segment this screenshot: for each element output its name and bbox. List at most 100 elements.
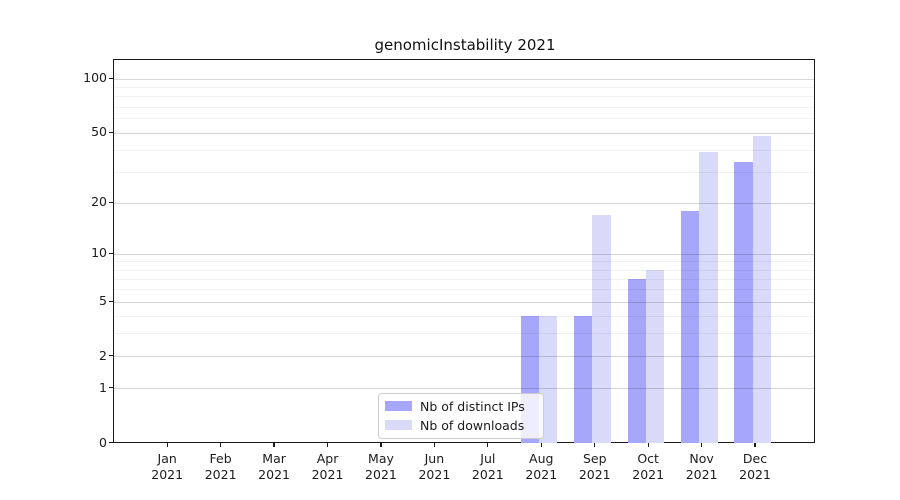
x-tick-year: 2021 — [418, 466, 451, 482]
bar-ips-sep — [574, 315, 593, 443]
y-tick-mark-0 — [108, 441, 114, 444]
y-tick-label-0: 0 — [99, 434, 107, 450]
y-tick-label-100: 100 — [83, 70, 107, 86]
x-tick-mark-mar — [273, 442, 275, 447]
legend-label-downloads: Nb of downloads — [420, 417, 525, 433]
minor-gridline-70 — [114, 106, 814, 108]
y-tick-mark-100 — [108, 77, 114, 79]
gridline-20 — [114, 202, 814, 204]
x-tick-mark-dec — [754, 442, 756, 447]
x-tick-label-sep: Sep 2021 — [563, 451, 627, 482]
minor-gridline-8 — [114, 269, 814, 271]
y-tick-label-20: 20 — [91, 194, 107, 210]
legend-item-distinct-ips: Nb of distinct IPs — [385, 399, 535, 414]
x-tick-mark-jul — [487, 442, 489, 447]
x-tick-month: Jun — [424, 451, 445, 466]
x-tick-label-apr: Apr 2021 — [296, 451, 360, 482]
x-tick-label-jul: Jul 2021 — [456, 451, 520, 482]
bar-ips-oct — [627, 278, 646, 443]
bar-downloads-oct — [645, 269, 665, 443]
x-tick-year: 2021 — [739, 466, 771, 482]
gridline-1 — [114, 388, 814, 390]
x-tick-mark-jan — [166, 442, 168, 447]
legend-swatch-distinct-ips — [385, 401, 412, 411]
x-tick-month: Apr — [316, 451, 339, 466]
gridline-2 — [114, 356, 814, 358]
y-tick-label-10: 10 — [91, 245, 107, 261]
minor-gridline-6 — [114, 289, 814, 291]
x-tick-label-oct: Oct 2021 — [616, 451, 680, 482]
minor-gridline-3 — [114, 333, 814, 335]
x-tick-month: Sep — [582, 451, 607, 466]
x-tick-label-nov: Nov 2021 — [670, 451, 734, 482]
x-tick-month: May — [368, 451, 394, 466]
x-tick-year: 2021 — [151, 466, 184, 482]
x-tick-year: 2021 — [365, 466, 397, 482]
y-tick-mark-50 — [108, 131, 114, 133]
x-tick-mark-jun — [433, 442, 435, 447]
x-tick-year: 2021 — [258, 466, 290, 482]
y-tick-label-50: 50 — [91, 124, 107, 140]
bar-ips-dec — [734, 162, 753, 443]
x-tick-label-jan: Jan 2021 — [135, 451, 199, 482]
x-tick-mark-feb — [220, 442, 222, 447]
x-tick-label-may: May 2021 — [349, 451, 413, 482]
y-tick-mark-20 — [108, 201, 114, 203]
x-tick-mark-nov — [701, 442, 703, 447]
minor-gridline-30 — [114, 171, 814, 173]
bar-downloads-dec — [752, 135, 772, 443]
x-tick-month: Aug — [529, 451, 554, 466]
x-tick-year: 2021 — [204, 466, 237, 482]
gridline-100 — [114, 78, 814, 80]
x-tick-month: Nov — [689, 451, 714, 466]
y-tick-mark-10 — [108, 252, 114, 254]
x-tick-year: 2021 — [525, 466, 558, 482]
legend: Nb of distinct IPs Nb of downloads — [378, 392, 544, 439]
bar-downloads-sep — [592, 214, 611, 443]
x-tick-month: Jan — [157, 451, 177, 466]
x-tick-month: Mar — [262, 451, 286, 466]
x-tick-label-jun: Jun 2021 — [402, 451, 466, 482]
x-tick-mark-aug — [540, 442, 542, 447]
chart-title: genomicInstability 2021 — [374, 36, 556, 54]
x-tick-year: 2021 — [685, 466, 718, 482]
minor-gridline-90 — [114, 86, 814, 88]
y-tick-label-2: 2 — [99, 347, 107, 363]
bar-ips-nov — [680, 210, 700, 443]
x-tick-mark-apr — [326, 442, 329, 447]
x-tick-year: 2021 — [632, 466, 665, 482]
x-tick-mark-oct — [647, 442, 649, 447]
y-tick-label-5: 5 — [99, 293, 107, 309]
gridline-5 — [114, 301, 814, 303]
y-tick-mark-1 — [108, 387, 114, 389]
y-tick-label-1: 1 — [99, 379, 107, 395]
minor-gridline-4 — [114, 315, 814, 317]
minor-gridline-60 — [114, 118, 814, 120]
x-tick-month: Dec — [742, 451, 768, 466]
bar-downloads-nov — [699, 151, 718, 443]
minor-gridline-40 — [114, 149, 814, 151]
x-tick-month: Jul — [480, 451, 496, 466]
x-tick-month: Oct — [637, 451, 659, 466]
x-tick-label-aug: Aug 2021 — [509, 451, 573, 482]
x-tick-year: 2021 — [311, 466, 344, 482]
y-tick-mark-5 — [108, 300, 114, 302]
gridline-10 — [114, 253, 814, 255]
x-tick-mark-may — [380, 442, 382, 447]
x-tick-mark-sep — [594, 442, 596, 447]
legend-label-distinct-ips: Nb of distinct IPs — [420, 398, 525, 414]
x-tick-label-dec: Dec 2021 — [723, 451, 787, 482]
legend-item-downloads: Nb of downloads — [385, 418, 535, 433]
x-tick-label-mar: Mar 2021 — [242, 451, 306, 482]
x-tick-month: Feb — [209, 451, 232, 466]
x-tick-year: 2021 — [471, 466, 504, 482]
x-tick-label-feb: Feb 2021 — [189, 451, 253, 482]
y-tick-mark-2 — [108, 355, 114, 357]
legend-swatch-downloads — [385, 420, 412, 430]
x-tick-year: 2021 — [578, 466, 611, 482]
plot-area — [113, 59, 815, 443]
minor-gridline-80 — [114, 96, 814, 98]
gridline-50 — [114, 132, 814, 134]
minor-gridline-9 — [114, 261, 814, 263]
